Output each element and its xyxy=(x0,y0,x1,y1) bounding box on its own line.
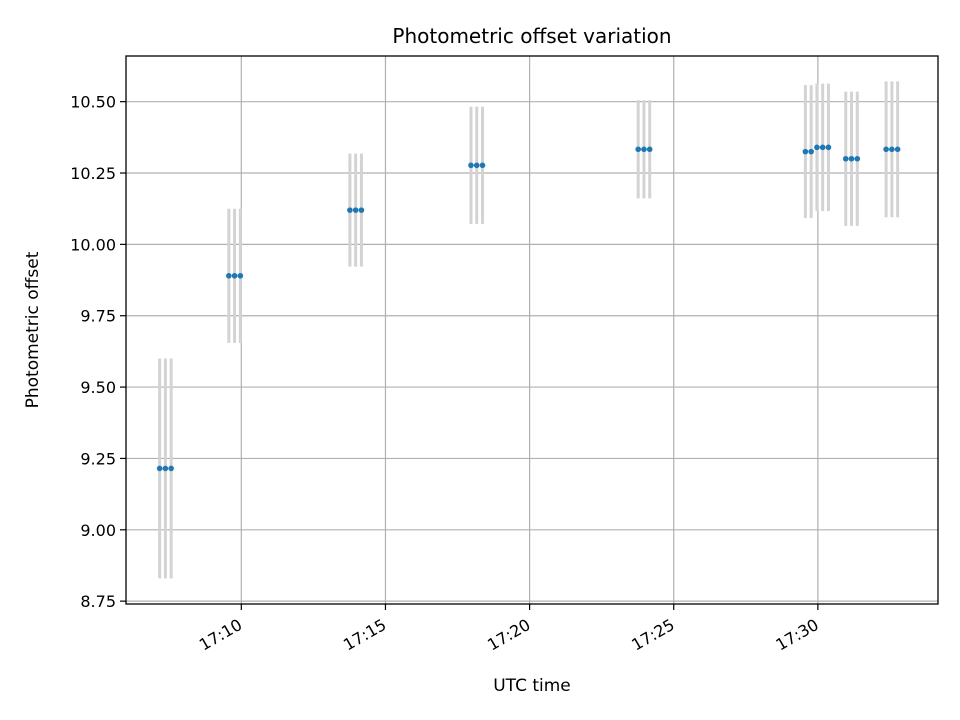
y-tick-label: 9.25 xyxy=(80,449,116,468)
data-point xyxy=(231,272,238,279)
data-point xyxy=(854,155,861,162)
data-point xyxy=(358,207,365,213)
data-point xyxy=(479,162,486,169)
data-point xyxy=(825,144,832,151)
data-points xyxy=(156,144,901,472)
y-tick-label: 9.00 xyxy=(80,521,116,540)
data-point xyxy=(802,148,809,155)
chart-title: Photometric offset variation xyxy=(392,24,671,48)
data-point xyxy=(889,146,895,153)
data-point xyxy=(635,146,641,153)
data-point xyxy=(646,146,653,153)
y-tick-label: 10.25 xyxy=(70,164,116,183)
data-point xyxy=(848,155,855,162)
y-axis-title: Photometric offset xyxy=(23,251,43,408)
y-tick-label: 9.75 xyxy=(80,307,116,326)
data-point xyxy=(226,272,232,279)
data-point xyxy=(156,465,163,472)
data-point xyxy=(894,146,901,153)
y-tick-label: 10.00 xyxy=(70,235,116,254)
grid xyxy=(126,56,938,604)
plot-frame xyxy=(125,55,939,605)
data-point xyxy=(468,162,474,169)
data-point xyxy=(473,162,480,169)
data-point xyxy=(352,207,359,213)
data-point xyxy=(819,144,826,151)
data-point xyxy=(842,155,849,162)
y-axis: 8.75 9.00 9.25 9.50 9.75 10.00 10.25 10.50 xyxy=(70,93,126,611)
data-point xyxy=(168,465,174,472)
data-point xyxy=(814,144,820,151)
y-tick-label: 9.50 xyxy=(80,378,116,397)
y-tick-label: 10.50 xyxy=(70,93,116,112)
data-point xyxy=(883,146,889,153)
x-axis-title: UTC time xyxy=(493,676,571,696)
y-tick-label: 8.75 xyxy=(80,592,116,611)
data-point xyxy=(237,272,244,279)
data-point xyxy=(162,465,169,472)
data-point xyxy=(641,146,647,153)
data-point xyxy=(808,148,814,155)
data-point xyxy=(347,207,353,213)
